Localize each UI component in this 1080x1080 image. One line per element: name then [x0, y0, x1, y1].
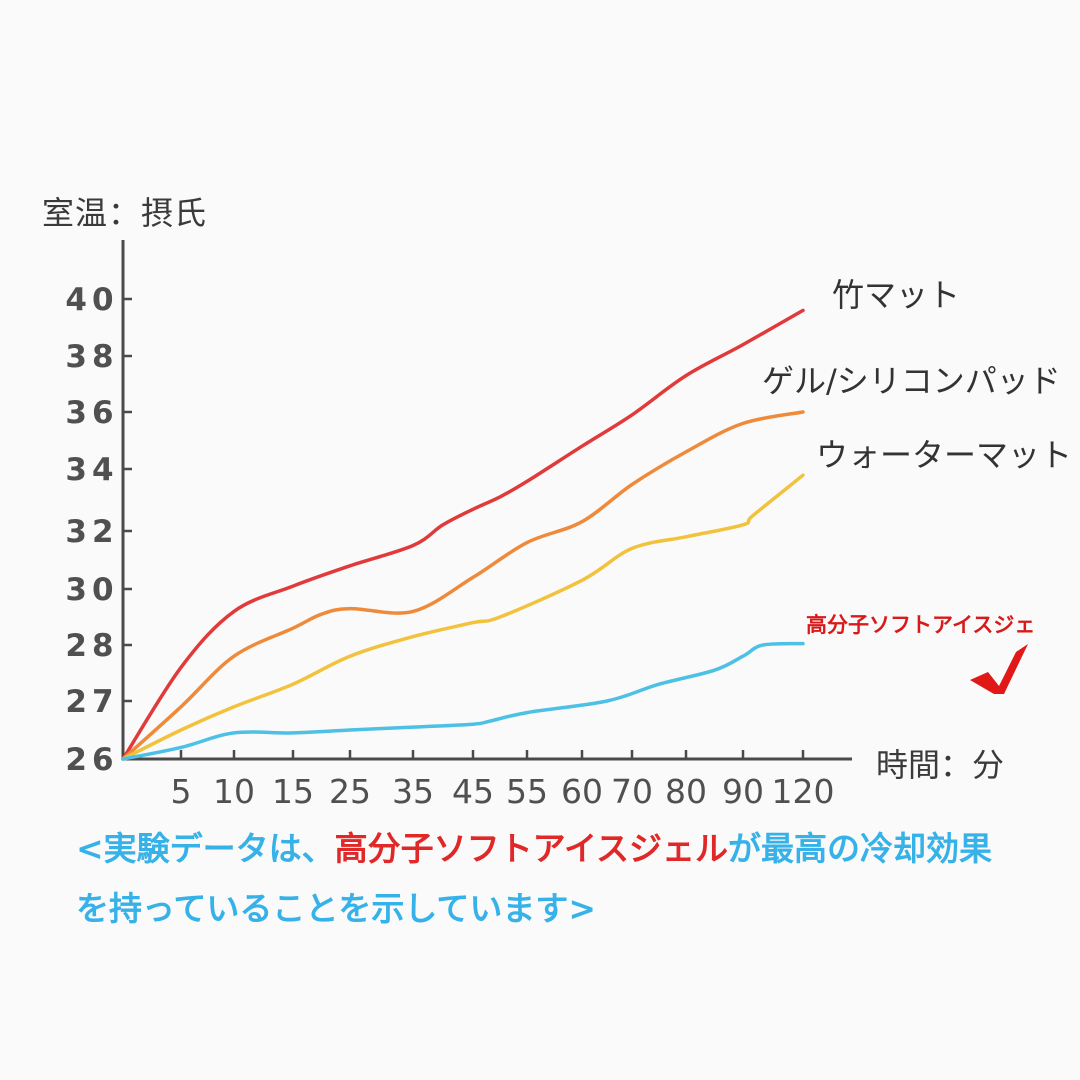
x-tick-label: 55	[506, 772, 548, 811]
series-line-4	[121, 641, 805, 761]
caption-line-1: <実験データは、高分子ソフトアイスジェルが最高の冷却効果	[76, 822, 1066, 870]
x-tick-label: 45	[452, 772, 494, 811]
x-tick-label: 90	[722, 772, 764, 811]
x-axis-label: 時間：分	[876, 746, 1004, 784]
x-tick-label: 15	[272, 772, 314, 811]
x-tick-label: 5	[171, 772, 192, 811]
y-axis-label: 室温：摂氏	[42, 194, 208, 232]
x-tick-label: 10	[213, 772, 255, 811]
caption-suffix: が最高の冷却効果	[728, 829, 993, 868]
caption-prefix: <実験データは、	[76, 829, 335, 868]
series-label-1: 竹マット	[832, 276, 960, 314]
y-tick-label: 28	[65, 628, 118, 664]
x-tick-label: 60	[561, 772, 603, 811]
y-tick-label: 30	[65, 572, 118, 608]
series-label-4: 高分子ソフトアイスジェ	[806, 613, 1035, 637]
series-label-2: ゲル/シリコンパッド	[762, 362, 1061, 400]
y-tick-label: 36	[65, 395, 118, 431]
y-tick-label: 32	[65, 514, 118, 550]
y-tick-label: 34	[65, 452, 118, 488]
caption-line-2: を持っていることを示しています>	[76, 889, 597, 928]
y-tick-label: 27	[65, 684, 118, 720]
checkmark-icon	[970, 644, 1028, 694]
caption-highlight: 高分子ソフトアイスジェル	[334, 829, 729, 868]
series-lines	[121, 308, 805, 761]
series-line-2	[121, 410, 805, 761]
x-tick-label: 70	[611, 772, 653, 811]
series-line-1	[121, 308, 805, 761]
x-tick-label: 25	[329, 772, 371, 811]
y-tick-labels: 26 27 28 30 32 34 36 38 40	[65, 282, 132, 778]
x-tick-label: 35	[392, 772, 434, 811]
x-tick-label: 80	[665, 772, 707, 811]
x-tick-label: 120	[772, 772, 835, 811]
axes	[121, 240, 852, 761]
y-tick-label: 26	[65, 742, 118, 778]
series-label-3: ウォーターマット	[816, 436, 1072, 474]
y-tick-label: 38	[65, 339, 118, 375]
y-tick-label: 40	[65, 282, 118, 318]
x-tick-labels: 5 10 15 25 35 45 55 60 70 80 90 120	[171, 750, 835, 811]
series-line-3	[121, 473, 805, 761]
